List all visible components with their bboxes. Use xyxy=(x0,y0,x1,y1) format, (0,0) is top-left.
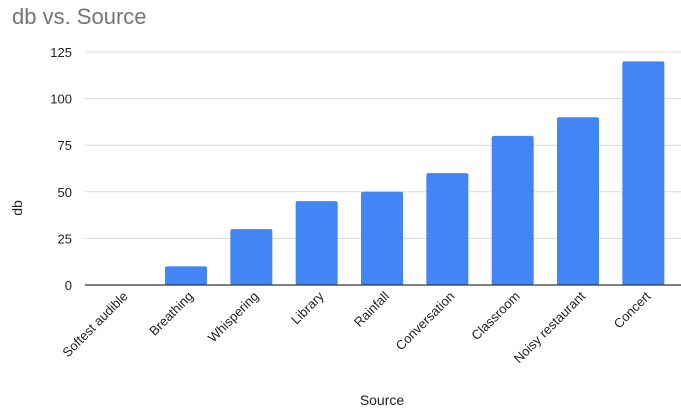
y-tick-label: 25 xyxy=(58,231,72,246)
x-tick-label: Softest audible xyxy=(59,289,130,360)
x-tick-label: Whispering xyxy=(205,289,262,346)
x-tick-label: Conversation xyxy=(393,289,458,354)
y-tick-label: 0 xyxy=(65,278,72,293)
bars xyxy=(165,61,665,286)
bar xyxy=(426,173,469,285)
bar xyxy=(230,229,273,285)
chart-title: db vs. Source xyxy=(12,4,147,29)
y-tick-label: 50 xyxy=(58,185,72,200)
bar xyxy=(557,117,599,286)
bar xyxy=(295,201,338,285)
y-axis-title: db xyxy=(9,200,25,216)
x-tick-label: Classroom xyxy=(468,289,523,344)
bar xyxy=(361,191,403,285)
x-axis-title: Source xyxy=(360,392,405,408)
x-tick-labels: Softest audible Breathing Whispering Librar… xyxy=(59,288,653,366)
y-tick-label: 125 xyxy=(50,45,72,60)
x-tick-label: Library xyxy=(288,288,327,327)
y-tick-label: 100 xyxy=(50,92,72,107)
y-tick-labels: 0 25 50 75 100 125 xyxy=(50,45,72,293)
y-tick-label: 75 xyxy=(58,138,72,153)
x-tick-label: Breathing xyxy=(146,289,196,339)
bar xyxy=(165,266,207,285)
bar xyxy=(491,135,534,285)
bar xyxy=(622,61,665,285)
x-tick-label: Noisy restaurant xyxy=(511,288,589,366)
x-tick-label: Concert xyxy=(611,288,654,331)
x-tick-label: Rainfall xyxy=(351,288,392,329)
